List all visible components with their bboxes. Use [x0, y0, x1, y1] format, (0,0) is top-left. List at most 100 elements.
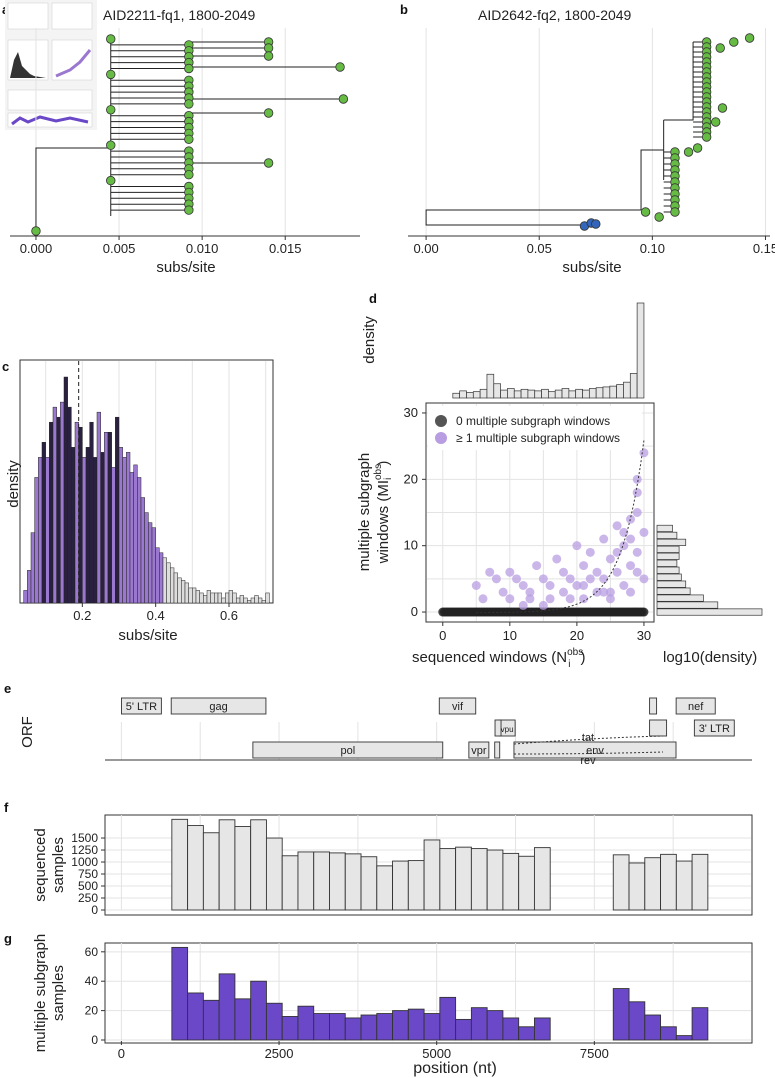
scatter-d-point-multi	[585, 547, 595, 557]
scatter-d-point-multi	[565, 594, 575, 604]
bar	[691, 1007, 709, 1041]
hist-c-bar	[104, 432, 109, 604]
panel-letter-d: d	[369, 291, 377, 306]
tree-a-tip	[184, 134, 194, 145]
tree-a-tip	[263, 43, 274, 53]
histogram-panel-c: 0.2 0.4 0.6 subs/site density	[5, 359, 274, 644]
scatter-d-y-tick-label: 30	[404, 405, 418, 420]
bar-y-tick-label: 0	[91, 903, 98, 917]
scatter-d-top-hist-bar	[541, 388, 549, 399]
tree-b-tip	[654, 212, 664, 222]
hist-c-bar	[67, 406, 72, 604]
bar	[502, 1017, 520, 1041]
hist-c-bar	[206, 590, 211, 604]
scatter-d-point-multi	[599, 534, 609, 544]
scatter-d-point-multi	[478, 594, 488, 604]
scatter-d-point-multi	[545, 581, 555, 590]
bar	[202, 832, 220, 911]
scatter-d-top-hist-bar	[582, 389, 590, 399]
bar	[628, 862, 646, 911]
bar	[392, 1010, 409, 1041]
scatter-d-point-multi	[518, 581, 528, 590]
scatter-d-y-label-close: )	[375, 461, 392, 466]
hist-c-bar	[225, 592, 230, 604]
hist-c-bar	[254, 595, 259, 604]
scatter-d-x-tick-label: 20	[570, 628, 584, 643]
bar	[660, 1026, 677, 1041]
bar	[455, 846, 472, 911]
tree-b-tip	[715, 43, 725, 53]
bar	[439, 848, 457, 911]
scatter-d-point-multi	[471, 581, 481, 590]
bar	[171, 946, 189, 1041]
hist-c-bar	[217, 592, 222, 604]
tree-a-x-tick-label: 0.015	[269, 241, 302, 256]
tree-b-tip	[692, 143, 703, 153]
scatter-d-y-label: multiple subgraph windows (MIobsi)	[356, 453, 394, 571]
orf-gene-label: env	[586, 745, 604, 757]
bar	[329, 1013, 346, 1041]
tree-a-tip	[106, 69, 116, 80]
bar	[691, 853, 709, 911]
scatter-d-y-tick-label: 20	[404, 471, 418, 486]
scatter-d-point-multi	[632, 488, 642, 498]
scatter-d-point-multi	[632, 567, 642, 577]
scatter-d-side-hist-bar	[656, 573, 682, 581]
bar	[407, 860, 425, 911]
scatter-d-top-hist-bar	[507, 388, 515, 399]
bar-x-tick-label: 2500	[265, 1046, 294, 1061]
scatter-d-point-multi	[632, 474, 642, 484]
scatter-d-point-multi	[592, 567, 602, 577]
bar-g-y-label-line2: samples	[50, 965, 67, 1021]
panel-letter-c: c	[2, 359, 9, 374]
bar	[518, 1026, 535, 1041]
hist-c-bar	[181, 580, 186, 604]
scatter-d-y-label-line1: multiple subgraph	[356, 453, 373, 571]
panel-letter-e: e	[4, 681, 11, 696]
scatter-d-top-hist-bar	[513, 390, 522, 399]
hist-c-bar	[144, 512, 149, 604]
scatter-d-point-multi	[558, 587, 568, 597]
scatter-d-point-multi	[605, 594, 615, 604]
bar	[250, 819, 267, 911]
tree-b-x-tick-label: 0.15	[753, 241, 775, 256]
hist-c-bar	[118, 447, 123, 604]
scatter-d-point-multi	[552, 554, 562, 564]
hist-c-bar	[100, 452, 105, 604]
hist-c-bar	[71, 447, 76, 604]
hist-c-bar	[45, 457, 50, 604]
hist-c-bar	[247, 600, 252, 604]
bar	[518, 855, 535, 911]
bar-y-tick-label: 250	[78, 891, 98, 905]
tree-b-tip	[711, 117, 721, 127]
scatter-d-top-hist-bar	[616, 384, 624, 399]
orf-gene-tat	[649, 697, 658, 715]
scatter-d-y-label-line2: windows (MI	[375, 480, 392, 564]
bar	[392, 860, 409, 911]
bar	[423, 1013, 441, 1041]
orf-gene-label: 3' LTR	[699, 723, 730, 735]
scatter-d-top-hist-bar	[548, 391, 556, 399]
bar-y-tick-label: 1500	[71, 831, 98, 845]
hist-c-bar	[122, 457, 127, 604]
hist-c-bar	[188, 587, 193, 604]
scatter-d-top-hist-bar	[595, 387, 604, 399]
scatter-d-top-hist-bar	[500, 389, 508, 399]
scatter-d-y-label-sup: obs	[373, 464, 384, 480]
hist-c-bar	[214, 592, 219, 604]
scatter-d-point-multi	[599, 574, 609, 584]
scatter-d-y-tick-label: 10	[404, 538, 418, 553]
hist-c-bar	[140, 497, 145, 604]
tree-a-x-tick-label: 0.010	[186, 241, 219, 256]
scatter-d-top-hist-bar	[561, 388, 570, 399]
bar-f-y-label: sequenced samples	[32, 828, 67, 901]
orf-gene-vpr	[468, 741, 490, 759]
orf-gene-fragment	[494, 719, 502, 737]
bar	[407, 1008, 425, 1041]
scatter-d-point-multi	[572, 581, 582, 590]
scatter-d-top-hist-label: density	[361, 316, 378, 364]
hist-c-bar	[85, 447, 90, 604]
scatter-d-top-hist-bar	[493, 383, 501, 399]
orf-gene-label: 5' LTR	[126, 701, 157, 713]
